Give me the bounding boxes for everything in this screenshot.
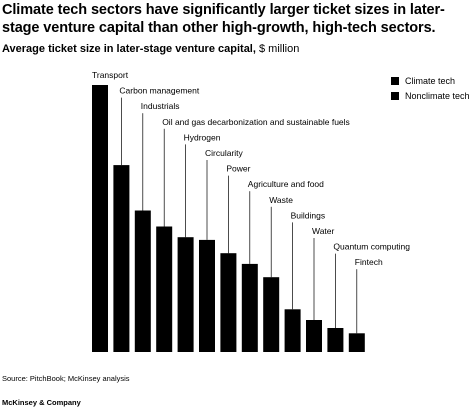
bar-label-water: Water <box>312 226 335 236</box>
bar-power <box>220 253 237 352</box>
bar-label-carbon-management: Carbon management <box>119 86 199 96</box>
bar-label-circularity: Circularity <box>205 148 244 158</box>
bar-label-quantum-computing: Quantum computing <box>333 242 410 252</box>
bar-hydrogen <box>177 237 194 352</box>
bar-industrials <box>134 210 151 352</box>
bar-label-hydrogen: Hydrogen <box>184 132 221 142</box>
legend-item-nonclimate: Nonclimate tech <box>391 88 470 103</box>
bar-label-industrials: Industrials <box>141 101 180 111</box>
bar-label-agriculture-and-food: Agriculture and food <box>248 179 324 189</box>
legend: Climate tech Nonclimate tech <box>391 73 470 103</box>
source-note: Source: PitchBook; McKinsey analysis <box>2 374 130 383</box>
legend-label-climate: Climate tech <box>405 75 456 86</box>
bar-transport <box>92 85 108 352</box>
bar-agriculture-and-food <box>241 263 258 352</box>
bar-label-power: Power <box>226 164 250 174</box>
legend-item-climate: Climate tech <box>391 73 470 88</box>
subtitle-unit: $ million <box>255 43 300 55</box>
bar-water <box>306 320 322 352</box>
bar-circularity <box>199 239 215 352</box>
bar-quantum-computing <box>327 328 344 352</box>
bar-oil-and-gas-decarbonization-and-sustainable-fuels <box>156 226 173 352</box>
bar-fintech <box>348 333 365 352</box>
bar-buildings <box>284 309 301 352</box>
bar-label-buildings: Buildings <box>291 210 326 220</box>
chart-title: Climate tech sectors have significantly … <box>2 2 445 36</box>
bar-label-fintech: Fintech <box>355 257 383 267</box>
legend-label-nonclimate: Nonclimate tech <box>405 90 470 101</box>
bar-waste <box>263 277 280 352</box>
bar-carbon-management <box>113 165 130 352</box>
chart-subtitle: Average ticket size in later-stage ventu… <box>2 42 299 56</box>
legend-swatch-nonclimate <box>391 91 399 100</box>
bar-label-waste: Waste <box>269 195 293 205</box>
subtitle-measure: Average ticket size in later-stage ventu… <box>2 43 256 55</box>
bar-label-transport: Transport <box>92 70 129 80</box>
bar-label-oil-and-gas-decarbonization-and-sustainable-fuels: Oil and gas decarbonization and sustaina… <box>162 117 350 127</box>
legend-swatch-climate <box>391 76 399 85</box>
brand-footer: McKinsey & Company <box>2 398 81 407</box>
